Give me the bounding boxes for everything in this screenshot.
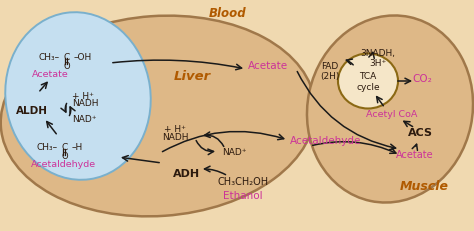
Text: + H⁺: + H⁺ <box>164 125 186 134</box>
Text: O: O <box>64 62 70 71</box>
Text: ADH: ADH <box>173 168 201 178</box>
Text: CO₂: CO₂ <box>412 74 432 84</box>
Text: Muscle: Muscle <box>400 179 448 192</box>
Text: ALDH: ALDH <box>16 106 48 116</box>
Text: NAD⁺: NAD⁺ <box>222 147 246 156</box>
Text: O: O <box>62 151 68 160</box>
Text: CH₃CH₂OH: CH₃CH₂OH <box>218 176 269 186</box>
Ellipse shape <box>338 54 398 109</box>
Text: –H: –H <box>72 142 83 151</box>
Text: NADH: NADH <box>162 132 188 141</box>
Text: Acetyl CoA: Acetyl CoA <box>366 109 418 119</box>
Text: NAD⁺: NAD⁺ <box>72 115 97 123</box>
Text: Blood: Blood <box>209 7 247 20</box>
Text: + H⁺: + H⁺ <box>72 92 94 100</box>
Text: Liver: Liver <box>173 70 210 83</box>
Text: CH₃–: CH₃– <box>37 142 58 151</box>
Text: Ethanol: Ethanol <box>223 190 263 200</box>
Text: Acetaldehyde: Acetaldehyde <box>290 135 361 145</box>
Text: Acetaldehyde: Acetaldehyde <box>30 159 96 168</box>
Text: FAD
(2H): FAD (2H) <box>320 62 340 81</box>
Ellipse shape <box>1 17 315 216</box>
Text: C: C <box>62 142 68 151</box>
Text: C: C <box>64 53 70 62</box>
Text: TCA
cycle: TCA cycle <box>356 72 380 91</box>
Ellipse shape <box>5 13 151 180</box>
Text: 3NADH,
3H⁺: 3NADH, 3H⁺ <box>361 49 395 68</box>
Text: Acetate: Acetate <box>32 70 68 79</box>
Ellipse shape <box>307 16 473 203</box>
Text: CH₃–: CH₃– <box>39 53 60 62</box>
Text: –OH: –OH <box>74 53 92 62</box>
Text: Acetate: Acetate <box>248 61 288 71</box>
Text: Acetate: Acetate <box>396 149 434 159</box>
Text: NADH: NADH <box>72 99 99 108</box>
Text: ACS: ACS <box>408 128 432 137</box>
